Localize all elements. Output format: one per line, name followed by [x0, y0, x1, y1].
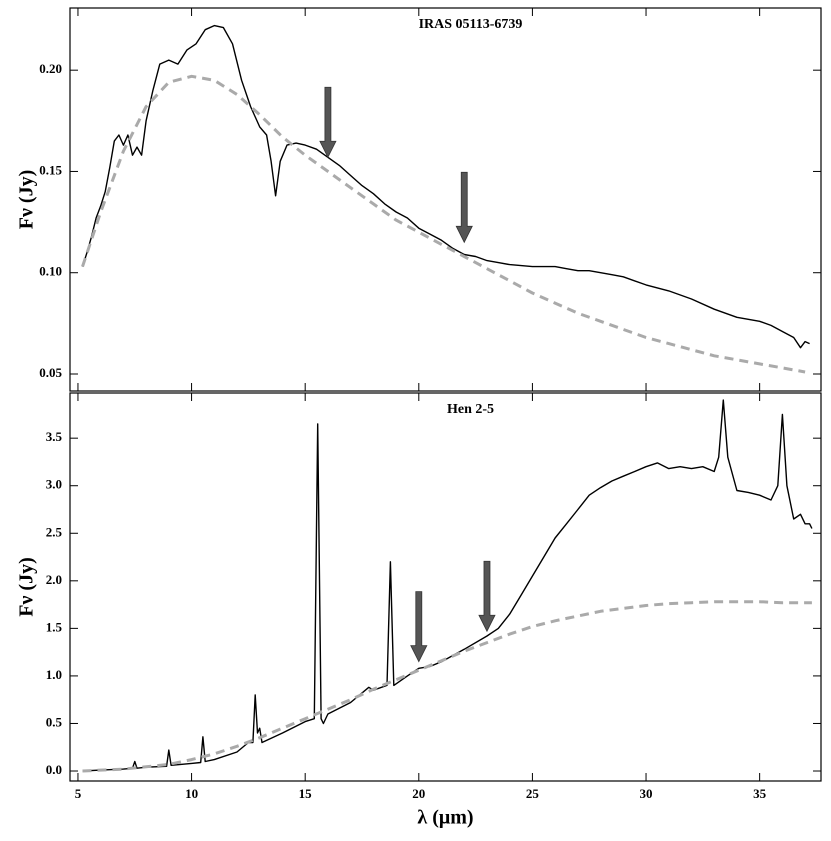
spectrum-line — [81, 24, 810, 349]
x-tick-label: 15 — [299, 786, 313, 801]
y-tick-label: 0.0 — [46, 762, 62, 777]
y-tick-label: 2.5 — [46, 524, 63, 539]
x-tick-label: 35 — [753, 786, 767, 801]
x-tick-label: 30 — [640, 786, 653, 801]
y-tick-label: 1.0 — [46, 667, 62, 682]
arrow — [410, 591, 428, 663]
y-tick-label: 2.0 — [46, 572, 62, 587]
arrow — [455, 171, 473, 244]
y-tick-label: 0.05 — [39, 365, 62, 380]
panel-title: Hen 2-5 — [447, 402, 494, 417]
model-curve — [81, 74, 806, 374]
arrow — [319, 86, 337, 159]
y-tick-label: 3.5 — [46, 429, 63, 444]
spectrum-line — [82, 399, 813, 772]
plot-frame — [69, 7, 822, 392]
x-tick-label: 25 — [526, 786, 540, 801]
y-tick-label: 0.20 — [39, 61, 62, 76]
y-axis-label: Fν (Jy) — [16, 557, 38, 616]
panel-title: IRAS 05113-6739 — [419, 17, 523, 32]
y-axis-label: Fν (Jy) — [16, 170, 38, 229]
arrow — [478, 560, 496, 633]
x-axis-label: λ (μm) — [417, 807, 473, 829]
y-tick-label: 1.5 — [46, 619, 63, 634]
model-curve — [82, 600, 812, 773]
y-tick-label: 0.15 — [39, 162, 62, 177]
x-tick-label: 5 — [75, 786, 82, 801]
x-tick-label: 10 — [185, 786, 198, 801]
y-tick-label: 3.0 — [46, 477, 62, 492]
y-tick-label: 0.5 — [46, 714, 63, 729]
plot-frame — [69, 392, 822, 782]
y-tick-label: 0.10 — [39, 264, 62, 279]
x-tick-label: 20 — [412, 786, 425, 801]
